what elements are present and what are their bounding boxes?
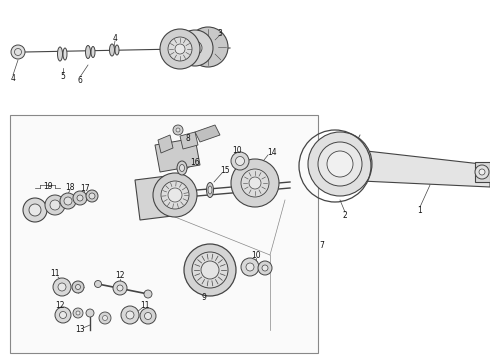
Circle shape <box>188 27 228 67</box>
Circle shape <box>59 311 67 319</box>
Circle shape <box>153 173 197 217</box>
Polygon shape <box>180 132 198 149</box>
Bar <box>10 115 318 353</box>
Circle shape <box>73 191 87 205</box>
Circle shape <box>64 197 72 205</box>
Text: 19: 19 <box>43 181 53 190</box>
Circle shape <box>72 281 84 293</box>
Circle shape <box>192 252 228 288</box>
Circle shape <box>113 281 127 295</box>
Text: 16: 16 <box>190 158 200 166</box>
Text: 6: 6 <box>77 76 82 85</box>
Circle shape <box>173 125 183 135</box>
Ellipse shape <box>57 47 63 61</box>
Circle shape <box>50 200 60 210</box>
Polygon shape <box>158 135 173 153</box>
Ellipse shape <box>179 165 185 171</box>
Circle shape <box>126 311 134 319</box>
Text: 13: 13 <box>75 325 85 334</box>
Text: 3: 3 <box>218 28 222 37</box>
Circle shape <box>77 195 83 201</box>
Circle shape <box>140 308 156 324</box>
Polygon shape <box>340 148 490 187</box>
Circle shape <box>241 258 259 276</box>
Polygon shape <box>195 125 220 142</box>
Circle shape <box>99 312 111 324</box>
Circle shape <box>55 307 71 323</box>
Circle shape <box>75 284 80 289</box>
Circle shape <box>246 263 254 271</box>
Circle shape <box>176 128 180 132</box>
Circle shape <box>479 169 485 175</box>
Ellipse shape <box>91 46 95 58</box>
Circle shape <box>318 142 362 186</box>
Circle shape <box>175 44 185 54</box>
Circle shape <box>86 190 98 202</box>
Text: 11: 11 <box>50 270 60 279</box>
Circle shape <box>144 290 152 298</box>
Circle shape <box>89 193 95 199</box>
Circle shape <box>168 37 192 61</box>
Circle shape <box>73 308 83 318</box>
Circle shape <box>29 204 41 216</box>
Text: 1: 1 <box>417 206 422 215</box>
Circle shape <box>102 315 107 320</box>
Circle shape <box>95 280 101 288</box>
Circle shape <box>60 193 76 209</box>
Text: 4: 4 <box>11 73 16 82</box>
Circle shape <box>76 311 80 315</box>
Text: 8: 8 <box>186 134 191 143</box>
Circle shape <box>161 181 189 209</box>
Text: 18: 18 <box>65 183 75 192</box>
Ellipse shape <box>177 161 187 175</box>
Circle shape <box>86 309 94 317</box>
Text: 10: 10 <box>251 251 261 260</box>
Circle shape <box>11 45 25 59</box>
Ellipse shape <box>206 183 214 198</box>
Circle shape <box>53 278 71 296</box>
Circle shape <box>58 283 66 291</box>
Text: 17: 17 <box>80 184 90 193</box>
Polygon shape <box>135 175 180 220</box>
Text: 9: 9 <box>201 292 206 302</box>
Circle shape <box>327 151 353 177</box>
Text: 5: 5 <box>61 72 66 81</box>
Ellipse shape <box>109 44 115 56</box>
Circle shape <box>231 159 279 207</box>
Text: 15: 15 <box>220 166 230 175</box>
Circle shape <box>117 285 123 291</box>
Circle shape <box>201 261 219 279</box>
Circle shape <box>168 188 182 202</box>
Circle shape <box>177 30 213 66</box>
Circle shape <box>145 312 151 320</box>
Ellipse shape <box>85 45 91 59</box>
Text: 10: 10 <box>232 145 242 154</box>
Circle shape <box>258 261 272 275</box>
Circle shape <box>160 29 200 69</box>
Circle shape <box>45 195 65 215</box>
Polygon shape <box>475 162 490 182</box>
Text: 2: 2 <box>343 211 347 220</box>
Circle shape <box>231 152 249 170</box>
Text: 14: 14 <box>267 148 277 157</box>
Ellipse shape <box>63 48 67 60</box>
Circle shape <box>184 244 236 296</box>
Circle shape <box>236 157 245 166</box>
Circle shape <box>308 132 372 196</box>
Circle shape <box>241 169 269 197</box>
Text: 4: 4 <box>113 33 118 42</box>
Circle shape <box>121 306 139 324</box>
Circle shape <box>23 198 47 222</box>
Circle shape <box>475 165 489 179</box>
Text: 12: 12 <box>115 271 125 280</box>
Text: 7: 7 <box>319 240 324 249</box>
Circle shape <box>188 41 202 55</box>
Polygon shape <box>155 138 200 172</box>
Text: 12: 12 <box>55 301 65 310</box>
Ellipse shape <box>208 186 212 194</box>
Text: 11: 11 <box>140 301 150 310</box>
Circle shape <box>262 265 268 271</box>
Ellipse shape <box>115 45 119 55</box>
Circle shape <box>249 177 261 189</box>
